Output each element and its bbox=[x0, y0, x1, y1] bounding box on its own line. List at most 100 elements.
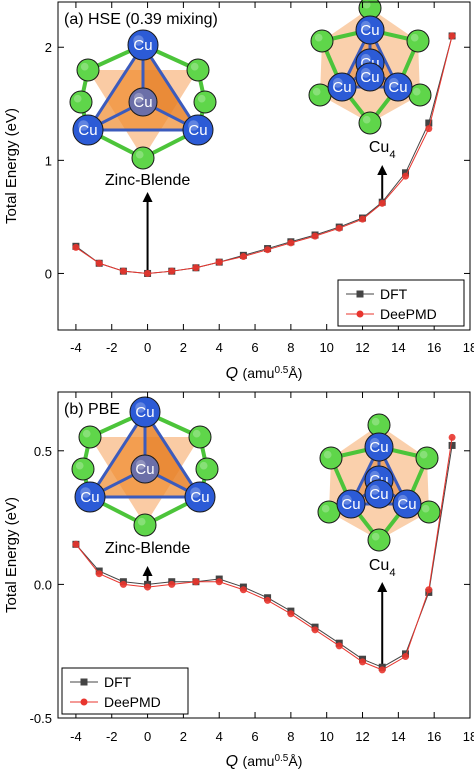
data-point-deepmd bbox=[215, 258, 223, 266]
ligand-atom-highlight bbox=[82, 429, 91, 438]
x-tick-label: 8 bbox=[287, 340, 294, 355]
ligand-atom-sphere bbox=[78, 425, 102, 449]
data-point-dft bbox=[425, 119, 433, 127]
legend-label: DeePMD bbox=[104, 694, 161, 710]
data-point-deepmd bbox=[359, 658, 367, 666]
x-tick-label: 2 bbox=[180, 340, 187, 355]
cu-atom-right: Cu bbox=[184, 481, 216, 513]
data-point-deepmd bbox=[425, 586, 433, 594]
cu4-label: Cu4 bbox=[369, 139, 396, 161]
ligand-atom-sphere bbox=[188, 425, 212, 449]
ligand-atom-sphere bbox=[415, 446, 439, 470]
cu-bond bbox=[143, 411, 202, 498]
cu-atom-top-highlight bbox=[360, 20, 371, 31]
legend-marker-circle bbox=[80, 698, 88, 706]
ligand-atom bbox=[133, 513, 157, 537]
ligand-atom-highlight bbox=[190, 62, 199, 71]
legend-label: DFT bbox=[104, 674, 132, 690]
data-point-deepmd bbox=[402, 653, 410, 661]
ligand-atom-highlight bbox=[371, 532, 380, 541]
label-main: Cu bbox=[369, 557, 389, 574]
ligand-atom-highlight bbox=[412, 87, 421, 96]
x-tick-label: 6 bbox=[251, 729, 258, 744]
cu-atom-center-label: Cu bbox=[133, 94, 152, 111]
data-point-deepmd bbox=[335, 224, 343, 232]
x-tick-label: 4 bbox=[216, 340, 223, 355]
cu-atom-left-highlight bbox=[341, 494, 352, 505]
cu4-arrow-head bbox=[377, 582, 388, 592]
cu-atom-left: Cu bbox=[72, 114, 104, 146]
x-axis-unit: (amu bbox=[243, 365, 275, 381]
data-point-deepmd bbox=[287, 239, 295, 247]
ligand-atom bbox=[131, 146, 155, 170]
cu-atom-top-highlight bbox=[133, 35, 144, 46]
cu-atom-left-highlight bbox=[332, 77, 343, 88]
legend-label: DFT bbox=[380, 286, 408, 302]
data-point-deepmd bbox=[264, 246, 272, 254]
zinc-blende-structure: Cu Cu Cu Cu bbox=[71, 396, 219, 537]
x-tick-label: -4 bbox=[70, 729, 82, 744]
cu-atom-top: Cu bbox=[127, 29, 159, 61]
x-tick-label: -4 bbox=[70, 340, 82, 355]
data-point-deepmd bbox=[448, 32, 456, 40]
cu-atom-right-highlight bbox=[388, 77, 399, 88]
cu-atom-left-label: Cu bbox=[341, 496, 360, 513]
x-tick-label: -2 bbox=[106, 729, 118, 744]
x-tick-label: 18 bbox=[463, 340, 474, 355]
legend-box bbox=[61, 667, 189, 715]
x-tick-label: 4 bbox=[216, 729, 223, 744]
data-point-deepmd bbox=[119, 580, 127, 588]
x-tick-label: 0 bbox=[144, 729, 151, 744]
panel-label: (b) PBE bbox=[64, 401, 120, 418]
x-tick-label: 0 bbox=[144, 340, 151, 355]
cu-atom-bottom: Cu bbox=[355, 62, 385, 92]
label-subscript: 4 bbox=[389, 149, 395, 161]
y-tick-label: 0.0 bbox=[34, 577, 52, 592]
data-point-deepmd bbox=[359, 215, 367, 223]
ligand-atom bbox=[195, 457, 219, 481]
ligand-atom bbox=[367, 413, 391, 437]
data-point-deepmd bbox=[144, 583, 152, 591]
cu-atom-center-highlight bbox=[135, 459, 146, 470]
cu-atom-top-label: Cu bbox=[369, 439, 388, 456]
ligand-atom-sphere bbox=[195, 457, 219, 481]
y-tick-label: 1 bbox=[45, 153, 52, 168]
cu-atom-top-label: Cu bbox=[133, 37, 152, 54]
ligand-atom bbox=[78, 425, 102, 449]
ligand-atom bbox=[415, 446, 439, 470]
cu-atom-right-sphere bbox=[184, 481, 216, 513]
cu-bond bbox=[141, 44, 200, 131]
ligand-atom bbox=[71, 457, 95, 481]
ligand-atom bbox=[358, 111, 382, 135]
ligand-atom bbox=[186, 58, 210, 82]
ligand-atom-highlight bbox=[323, 450, 332, 459]
cu-atom-top-label: Cu bbox=[135, 404, 154, 421]
legend-box bbox=[337, 279, 465, 327]
cu-atom-center-highlight bbox=[369, 470, 380, 481]
data-point-deepmd bbox=[95, 570, 103, 578]
plot-frame bbox=[57, 391, 471, 719]
legend-marker-circle bbox=[356, 310, 364, 318]
cu-atom-right-sphere bbox=[383, 72, 413, 102]
zinc-blende-label: Zinc-Blende bbox=[105, 172, 190, 189]
cu-atom-top-sphere bbox=[127, 29, 159, 61]
cu-atom-top-sphere bbox=[129, 396, 161, 428]
ligand-atom-highlight bbox=[314, 33, 323, 42]
cu-atom-left-sphere bbox=[72, 114, 104, 146]
cu-atom-center-label: Cu bbox=[135, 461, 154, 478]
data-point-deepmd bbox=[72, 243, 80, 251]
y-tick-label: 0 bbox=[45, 266, 52, 281]
y-tick-label: 0.5 bbox=[34, 444, 52, 459]
zinc-blende-arrow-head bbox=[142, 192, 153, 202]
cu-atom-right: Cu bbox=[383, 72, 413, 102]
cu-atom-bottom-label: Cu bbox=[369, 486, 388, 503]
x-axis-unit-exp: 0.5 bbox=[274, 365, 288, 376]
data-point-deepmd bbox=[378, 199, 386, 207]
cu-atom-right-label: Cu bbox=[190, 489, 209, 506]
data-point-deepmd bbox=[192, 264, 200, 272]
ligand-atom bbox=[193, 90, 217, 114]
x-tick-label: 8 bbox=[287, 729, 294, 744]
cu-bond bbox=[86, 44, 145, 131]
